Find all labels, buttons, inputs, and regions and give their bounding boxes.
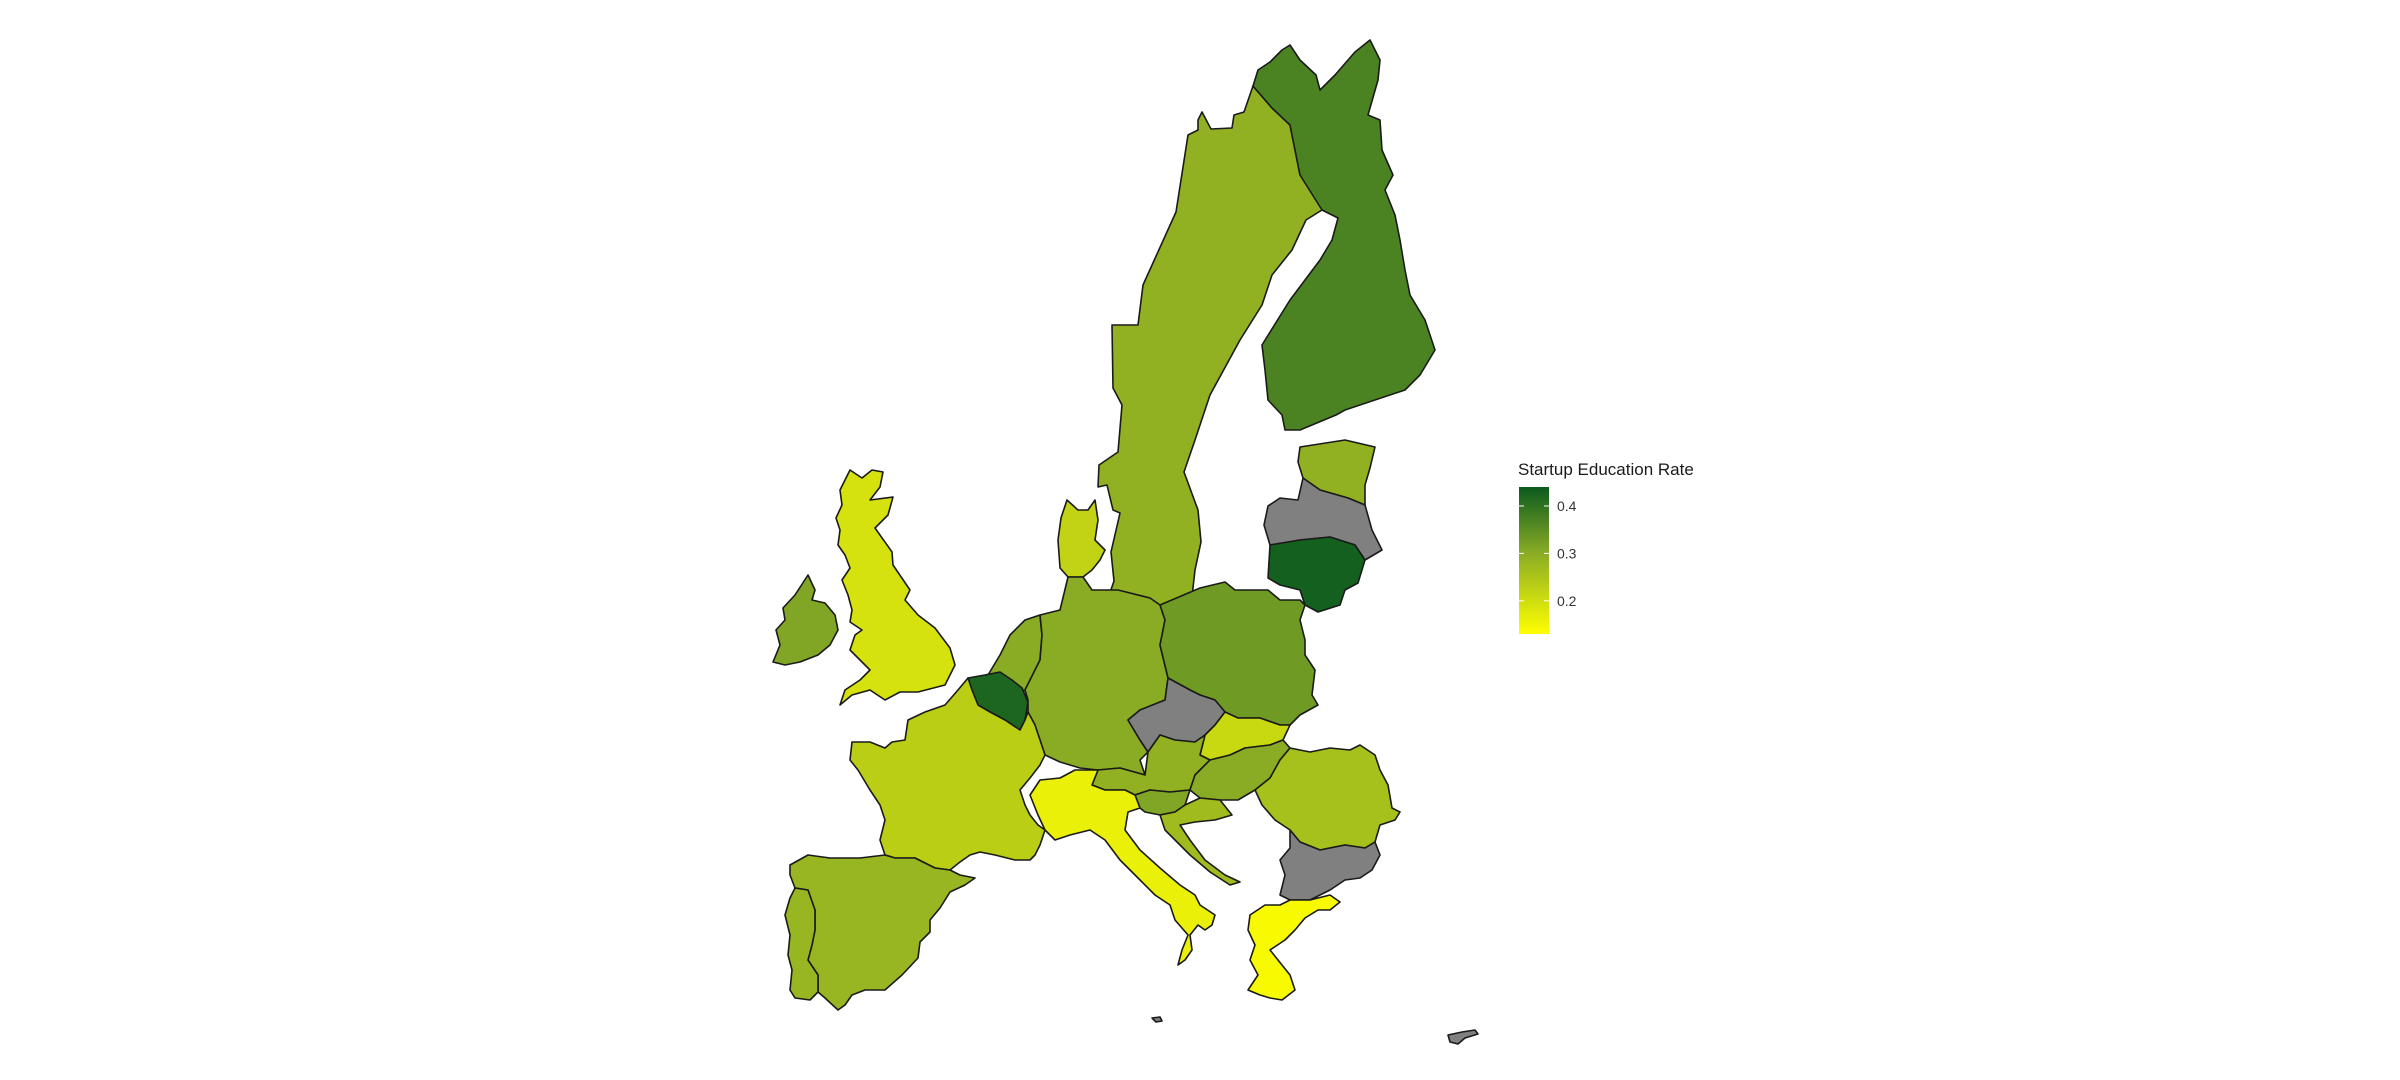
region-malta (1151, 1016, 1163, 1023)
region-croatia (1159, 797, 1241, 886)
region-portugal (784, 887, 819, 1001)
legend-tick-label: 0.4 (1557, 498, 1577, 514)
region-ireland (772, 574, 839, 666)
region-united-kingdom (835, 469, 956, 706)
region-france (849, 677, 1046, 871)
region-romania (1254, 744, 1401, 851)
legend-tick-label: 0.2 (1557, 593, 1577, 609)
legend-tick-label: 0.3 (1557, 545, 1577, 561)
region-italy (1029, 769, 1216, 966)
region-germany (1024, 576, 1169, 776)
legend: Startup Education Rate 0.4 0.3 0.2 (1518, 460, 1694, 634)
legend-ticks: 0.4 0.3 0.2 (1519, 498, 1577, 609)
country-layer (772, 39, 1479, 1045)
region-cyprus (1447, 1029, 1479, 1045)
region-denmark (1057, 499, 1106, 578)
legend-title: Startup Education Rate (1518, 460, 1694, 479)
region-bulgaria (1279, 829, 1381, 901)
region-lithuania (1267, 536, 1366, 613)
region-finland (1252, 39, 1436, 431)
region-greece (1247, 894, 1341, 1001)
legend-colorbar (1519, 487, 1549, 634)
